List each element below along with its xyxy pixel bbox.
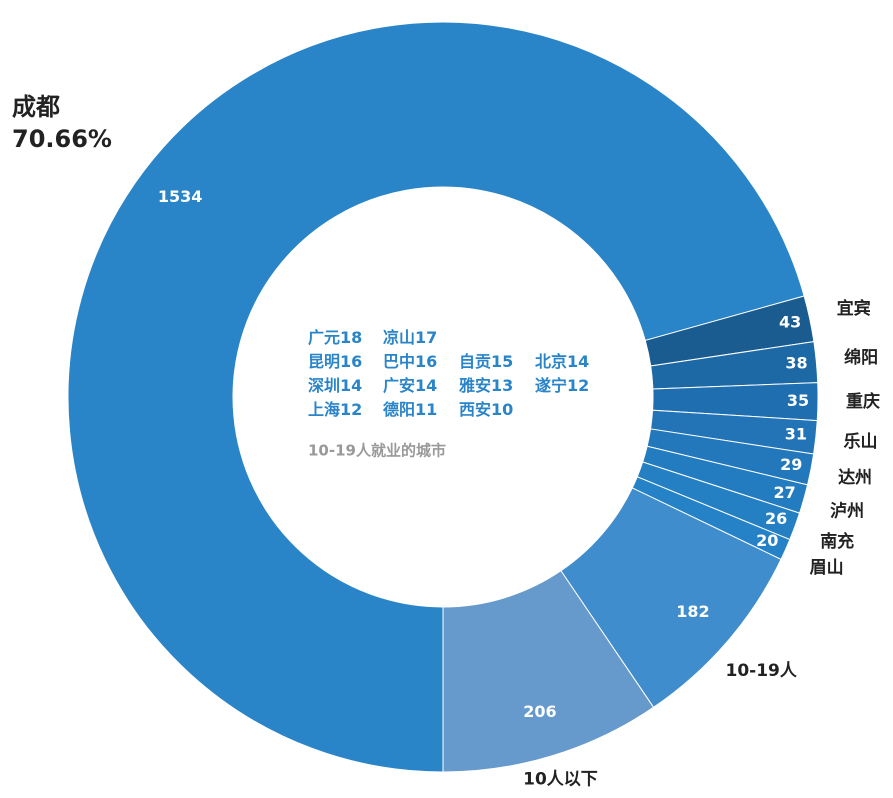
center-item-name: 雅安 [458, 376, 491, 395]
center-item-name: 上海 [308, 400, 340, 419]
slice-label: 乐山 [844, 432, 878, 452]
center-item-value: 14 [415, 376, 437, 395]
center-item-value: 16 [340, 352, 362, 371]
center-item-name: 昆明 [308, 352, 340, 371]
value-label: 1534 [158, 187, 203, 206]
center-item-value: 11 [415, 400, 437, 419]
slice-label: 10人以下 [523, 769, 598, 789]
center-item: 遂宁12 [535, 376, 589, 395]
center-item-value: 12 [567, 376, 589, 395]
center-item-name: 广安 [383, 376, 415, 395]
center-item-name: 深圳 [308, 376, 340, 395]
center-item: 上海12 [308, 400, 362, 419]
slice-label: 绵阳 [844, 347, 878, 368]
center-item-name: 凉山 [383, 328, 415, 347]
value-label: 38 [785, 353, 807, 372]
center-item-value: 10 [491, 400, 513, 419]
value-label: 20 [756, 531, 778, 550]
center-caption: 10-19人就业的城市 [308, 442, 446, 460]
center-item: 昆明16 [308, 352, 362, 371]
center-item-value: 16 [415, 352, 437, 371]
value-label: 31 [785, 425, 807, 444]
center-item-name: 遂宁 [535, 376, 567, 395]
center-item: 广安14 [383, 376, 437, 395]
center-item-name: 德阳 [383, 400, 415, 419]
center-item: 雅安13 [458, 376, 513, 395]
slice-label: 达州 [838, 467, 872, 488]
value-label: 43 [779, 312, 801, 331]
slice-label: 重庆 [846, 391, 880, 412]
center-item-name: 巴中 [383, 352, 415, 371]
slice-label: 泸州 [830, 501, 864, 521]
center-item: 凉山17 [383, 328, 437, 347]
value-label: 182 [676, 602, 709, 621]
center-item-value: 14 [340, 376, 362, 395]
center-item-value: 15 [491, 352, 513, 371]
center-item-value: 14 [567, 352, 589, 371]
slice-label: 南充 [820, 531, 854, 552]
center-item: 深圳14 [308, 376, 362, 395]
center-item: 德阳11 [383, 400, 437, 419]
center-item-value: 18 [340, 328, 362, 347]
center-item: 广元18 [308, 328, 362, 347]
slice-label: 10-19人 [725, 661, 797, 681]
slice-label: 成都 [12, 93, 60, 121]
center-item-value: 17 [415, 328, 437, 347]
center-item: 西安10 [459, 400, 513, 419]
value-label: 206 [523, 702, 556, 721]
donut-slice [67, 21, 805, 773]
center-item: 巴中16 [383, 352, 437, 371]
center-item-name: 北京 [535, 352, 567, 371]
value-label: 29 [780, 455, 802, 474]
value-label: 35 [787, 391, 809, 410]
donut-slice [442, 570, 655, 773]
center-item-name: 自贡 [459, 352, 491, 371]
slice-label: 宜宾 [837, 298, 871, 319]
center-item-name: 西安 [459, 400, 491, 419]
center-item-value: 13 [491, 376, 513, 395]
center-item: 北京14 [535, 352, 589, 371]
value-label: 26 [765, 509, 787, 528]
percent-label: 70.66% [12, 125, 112, 153]
slice-label: 眉山 [810, 558, 844, 578]
value-label: 27 [773, 483, 795, 502]
center-item-name: 广元 [308, 328, 340, 347]
center-item: 自贡15 [459, 352, 513, 371]
center-item-value: 12 [340, 400, 362, 419]
